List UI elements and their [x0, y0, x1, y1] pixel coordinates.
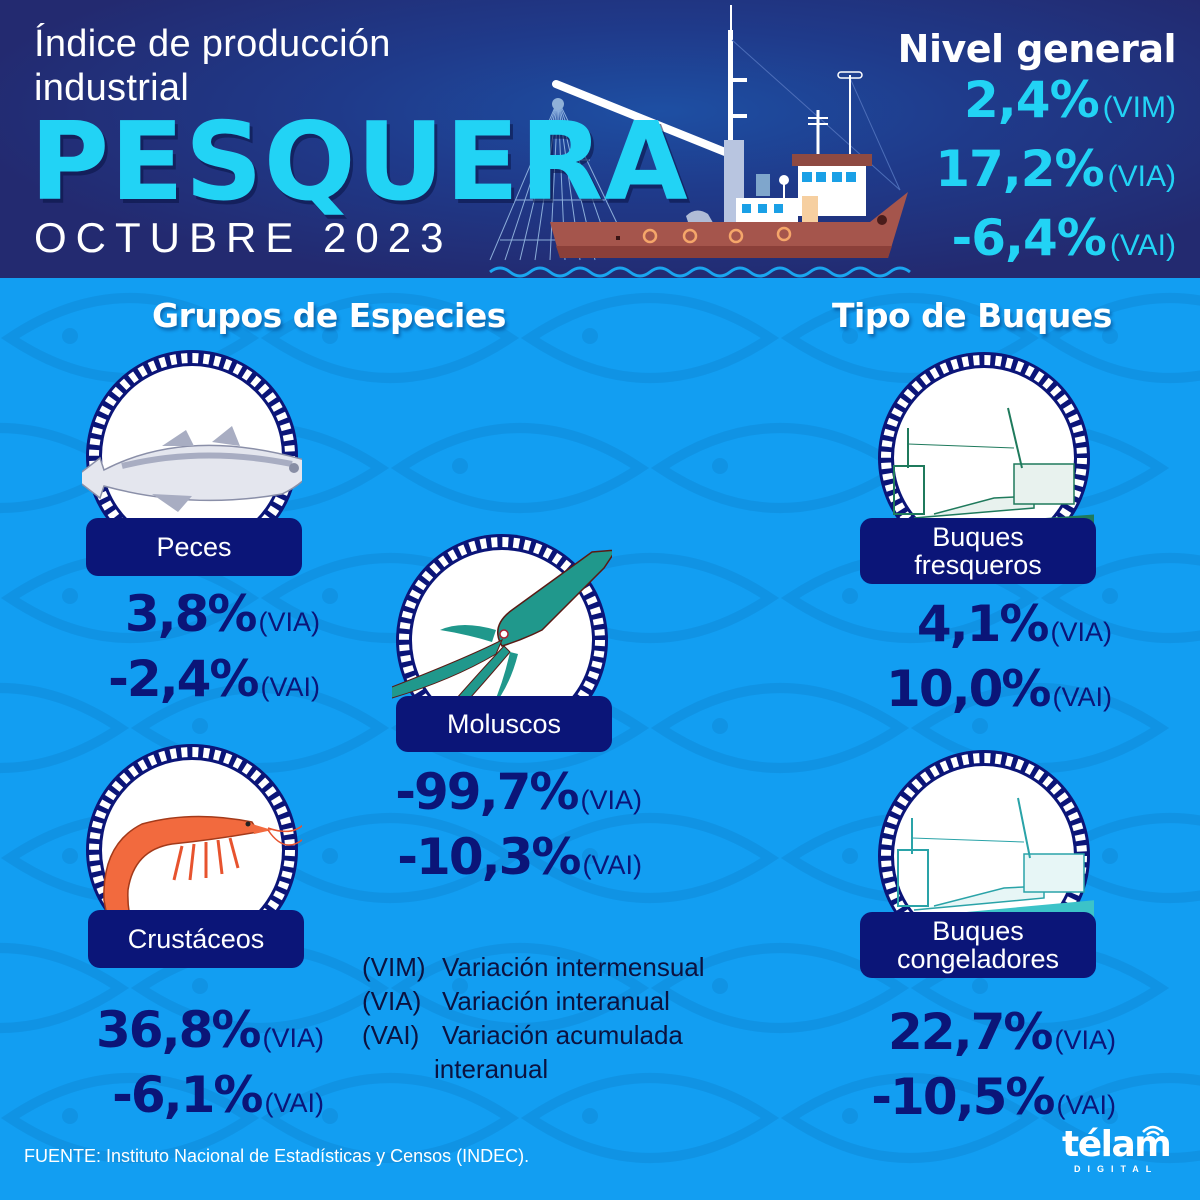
header-title-pesquera: PESQUERA [30, 100, 689, 225]
stat-value-vai: -2,4% [108, 650, 259, 708]
legend-continuation: interanual [434, 1054, 549, 1084]
squid-icon [392, 534, 612, 746]
stat-tag: (VAI) [1109, 229, 1176, 262]
stat-tag: (VIA) [1054, 1025, 1116, 1055]
label-moluscos: Moluscos [396, 696, 612, 752]
stats-crustaceos: 36,8% (VIA) -6,1% (VAI) [96, 1004, 324, 1134]
nivel-general-via: 17,2% (VIA) [898, 141, 1176, 210]
stat-tag: (VAI) [1052, 682, 1113, 712]
section-title-grupos: Grupos de Especies [152, 296, 506, 335]
stat-value-via: 4,1% [916, 595, 1050, 653]
legend-text: Variación interanual [442, 986, 670, 1016]
main-content: Grupos de Especies Tipo de Buques Peces … [0, 278, 1200, 1200]
stat-tag: (VAI) [264, 1088, 325, 1118]
label-text-line-1: Buques [932, 522, 1024, 552]
label-text: Crustáceos [127, 924, 265, 954]
stat-tag: (VIA) [1050, 617, 1112, 647]
stat-tag: (VIA) [580, 785, 642, 815]
header-subtitle: Índice de producción industrial [34, 22, 391, 110]
stat-value-vai: -10,3% [397, 828, 581, 886]
label-text: Peces [156, 532, 232, 562]
header-banner: Índice de producción industrial [0, 0, 1200, 278]
legend-abbr: (VAI) [362, 1020, 420, 1050]
label-buques-congeladores: Buques congeladores [860, 912, 1096, 978]
label-crustaceos: Crustáceos [88, 910, 304, 968]
stat-value-via: 22,7% [888, 1003, 1053, 1061]
signal-waves-icon [1142, 1125, 1164, 1136]
stat-tag: (VIA) [1107, 160, 1176, 193]
title-line-1: Índice de producción [34, 23, 391, 65]
stats-moluscos: -99,7% (VIA) -10,3% (VAI) [395, 766, 642, 896]
title-line-2: industrial [34, 67, 190, 109]
stat-tag: (VIM) [1102, 91, 1176, 124]
stat-value: 2,4% [964, 71, 1100, 129]
label-text-line-2: congeladores [896, 944, 1060, 974]
nivel-general-panel: Nivel general 2,4% (VIM) 17,2% (VIA) -6,4%… [897, 26, 1177, 278]
legend-item-via: (VIA) Variación interanual [362, 984, 705, 1018]
stat-tag: (VIA) [262, 1023, 324, 1053]
legend-abbr: (VIM) [362, 952, 426, 982]
telam-digital-logo: télam DIGITAL [1062, 1126, 1172, 1175]
label-text: Moluscos [446, 709, 562, 739]
stat-value-via: 36,8% [96, 1001, 261, 1059]
label-peces: Peces [86, 518, 302, 576]
legend-abbr: (VIA) [362, 986, 422, 1016]
legend-text: Variación acumulada [442, 1020, 683, 1050]
stat-value-vai: 10,0% [886, 660, 1051, 718]
fish-icon [82, 350, 302, 562]
nivel-general-vai: -6,4% (VAI) [898, 210, 1176, 278]
legend-text: Variación intermensual [442, 952, 705, 982]
header-date: OCTUBRE 2023 [34, 214, 453, 261]
stat-value-via: -99,7% [395, 763, 579, 821]
logo-subtitle: DIGITAL [1073, 1164, 1159, 1174]
stat-value-vai: -10,5% [871, 1068, 1055, 1126]
stats-buques-fresqueros: 4,1% (VIA) 10,0% (VAI) [886, 598, 1112, 728]
label-text-line-1: Buques [932, 916, 1024, 946]
label-buques-fresqueros: Buques fresqueros [860, 518, 1096, 584]
legend: (VIM) Variación intermensual (VIA) Variaci… [362, 950, 705, 1086]
stat-tag: (VAI) [1056, 1090, 1117, 1120]
legend-item-vim: (VIM) Variación intermensual [362, 950, 705, 984]
stats-peces: 3,8% (VIA) -2,4% (VAI) [108, 588, 320, 718]
nivel-general-vim: 2,4% (VIM) [898, 72, 1176, 141]
shrimp-icon [86, 744, 302, 960]
stat-value-vai: -6,1% [112, 1066, 263, 1124]
stat-tag: (VAI) [582, 850, 643, 880]
source-credit: FUENTE: Instituto Nacional de Estadístic… [24, 1146, 530, 1166]
stats-buques-congeladores: 22,7% (VIA) -10,5% (VAI) [871, 1006, 1116, 1136]
stat-tag: (VIA) [258, 607, 320, 637]
label-text-line-2: fresqueros [914, 550, 1042, 580]
stat-value: -6,4% [951, 209, 1106, 267]
nivel-general-title: Nivel general [897, 27, 1177, 71]
stat-value-via: 3,8% [124, 585, 258, 643]
fishing-trawler-illustration-icon [480, 0, 920, 278]
stat-value: 17,2% [935, 140, 1104, 198]
legend-item-vai: (VAI) Variación acumulada [362, 1018, 705, 1052]
stat-tag: (VAI) [260, 672, 321, 702]
section-title-buques: Tipo de Buques [832, 296, 1112, 335]
